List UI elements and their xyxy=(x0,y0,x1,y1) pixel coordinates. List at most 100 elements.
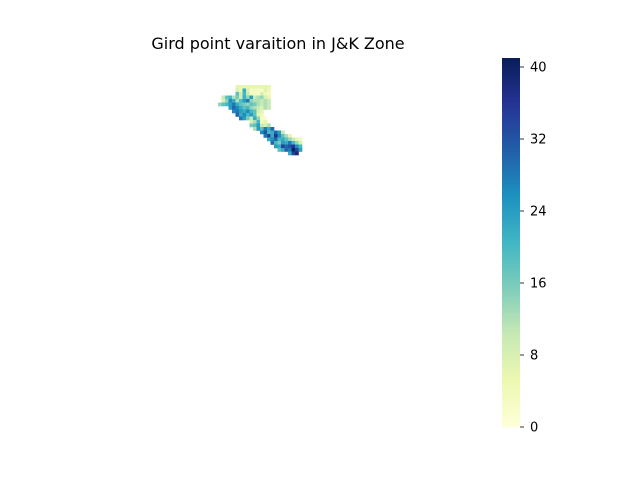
heatmap-cell xyxy=(221,102,226,107)
heatmap-cell xyxy=(235,113,240,117)
heatmap-cell xyxy=(256,92,261,96)
heatmap-cell xyxy=(242,99,247,103)
heatmap-cell xyxy=(277,137,282,142)
heatmap-cell xyxy=(295,151,299,156)
heatmap-cell xyxy=(267,99,271,103)
heatmap-cell xyxy=(246,102,250,107)
heatmap-cell xyxy=(232,109,236,114)
heatmap-cell xyxy=(249,109,254,114)
heatmap-cell xyxy=(270,137,275,142)
heatmap-cell xyxy=(267,137,271,142)
heatmap-cell xyxy=(249,95,254,100)
heatmap-cell xyxy=(256,113,261,117)
heatmap-cell xyxy=(249,106,254,110)
heatmap-cell xyxy=(249,116,254,121)
heatmap-cell xyxy=(246,99,250,103)
colorbar-tick-label: 16 xyxy=(530,277,547,292)
heatmap-cell xyxy=(270,134,275,138)
heatmap-cell xyxy=(242,102,247,107)
heatmap-cell xyxy=(284,148,289,152)
heatmap-cell xyxy=(274,137,278,142)
heatmap-cell xyxy=(260,99,264,103)
heatmap-cell xyxy=(253,85,257,89)
heatmap-cell xyxy=(235,109,240,114)
heatmap-cell xyxy=(267,130,271,135)
heatmap-cell xyxy=(298,137,303,142)
heatmap-cell xyxy=(225,102,229,107)
heatmap-cell xyxy=(218,102,222,107)
heatmap-cell xyxy=(281,137,285,142)
heatmap-cell xyxy=(253,102,257,107)
heatmap-cell xyxy=(249,123,254,128)
heatmap-cell xyxy=(277,134,282,138)
heatmap-cell xyxy=(284,137,289,142)
heatmap-cell xyxy=(288,134,292,138)
heatmap-cell xyxy=(291,141,296,145)
heatmap-cell xyxy=(291,137,296,142)
heatmap-cell xyxy=(291,148,296,152)
heatmap-cell xyxy=(274,144,278,149)
heatmap-cell xyxy=(242,95,247,100)
heatmap-cell xyxy=(253,113,257,117)
heatmap-cell xyxy=(260,120,264,124)
heatmap-cell xyxy=(232,99,236,103)
heatmap-cell xyxy=(260,106,264,110)
heatmap-cell xyxy=(260,116,264,121)
heatmap-cell xyxy=(298,144,303,149)
heatmap-cell xyxy=(253,99,257,103)
heatmap-cell xyxy=(253,88,257,93)
heatmap-cell xyxy=(260,92,264,96)
heatmap-cell xyxy=(246,88,250,93)
heatmap-cell xyxy=(228,106,233,110)
heatmap-cell xyxy=(267,123,271,128)
heatmap-cell xyxy=(288,144,292,149)
heatmap-cell xyxy=(270,141,275,145)
heatmap-cell xyxy=(232,106,236,110)
heatmap-cell xyxy=(256,106,261,110)
heatmap-cell xyxy=(256,95,261,100)
heatmap-cell xyxy=(267,88,271,93)
heatmap-cell xyxy=(295,137,299,142)
heatmap-cell xyxy=(239,106,243,110)
heatmap-cell xyxy=(298,141,303,145)
heatmap-cell xyxy=(221,99,226,103)
heatmap-cell xyxy=(267,95,271,100)
heatmap-cell xyxy=(260,85,264,89)
colorbar-ticks: 0 8 16 24 32 40 xyxy=(520,61,547,436)
heatmap-cell xyxy=(249,99,254,103)
colorbar-tick-label: 24 xyxy=(530,205,547,220)
heatmap-cell xyxy=(249,85,254,89)
heatmap-cell xyxy=(267,102,271,107)
heatmap-cell xyxy=(267,85,271,89)
heatmap-cell xyxy=(260,109,264,114)
heatmap-cell xyxy=(267,106,271,110)
heatmap-cell xyxy=(239,102,243,107)
heatmap-cell xyxy=(235,95,240,100)
heatmap-cell xyxy=(246,95,250,100)
heatmap-cell xyxy=(253,127,257,131)
heatmap-cell xyxy=(260,123,264,128)
heatmap-cells xyxy=(218,85,303,156)
heatmap-cell xyxy=(253,106,257,110)
heatmap-cell xyxy=(288,141,292,145)
heatmap-cell xyxy=(256,109,261,114)
heatmap-cell xyxy=(284,141,289,145)
heatmap-cell xyxy=(253,92,257,96)
heatmap-cell xyxy=(267,127,271,131)
heatmap-cell xyxy=(249,92,254,96)
heatmap-cell xyxy=(263,130,268,135)
heatmap-cell xyxy=(228,99,233,103)
heatmap-cell xyxy=(256,123,261,128)
heatmap-cell xyxy=(295,144,299,149)
heatmap-cell xyxy=(263,102,268,107)
heatmap-cell xyxy=(270,130,275,135)
heatmap-cell xyxy=(263,85,268,89)
heatmap-cell xyxy=(277,148,282,152)
heatmap-cell xyxy=(242,116,247,121)
heatmap-cell xyxy=(246,116,250,121)
colorbar-tick-label: 0 xyxy=(530,421,538,436)
heatmap-cell xyxy=(260,88,264,93)
chart-title: Gird point varaition in J&K Zone xyxy=(151,34,404,53)
heatmap-cell xyxy=(235,102,240,107)
heatmap-cell xyxy=(256,127,261,131)
